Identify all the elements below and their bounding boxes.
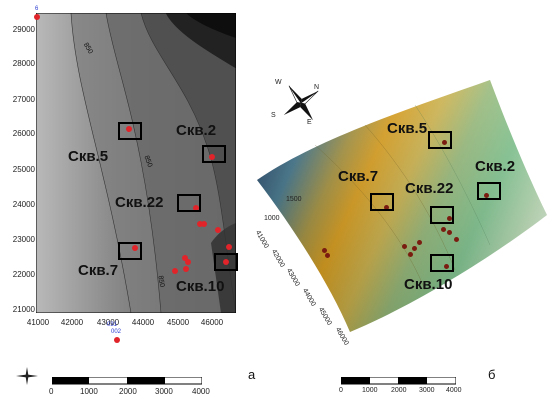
well-label: Скв.2: [475, 158, 516, 175]
well-marker: [172, 268, 178, 274]
well-marker: [114, 337, 120, 343]
well-label: Скв.22: [405, 180, 454, 197]
well-marker: [226, 244, 232, 250]
scale-tick: 2000: [391, 387, 407, 394]
well-box: [202, 145, 226, 163]
compass-rose-icon: [283, 85, 319, 121]
scale-tick: 1000: [362, 387, 378, 394]
well-marker: [484, 193, 489, 198]
well-marker: [201, 221, 207, 227]
well-box: [430, 254, 454, 272]
well-marker: [444, 264, 449, 269]
compass-n: N: [314, 84, 320, 91]
x-tick: 45000: [166, 318, 190, 327]
scale-bar: [52, 377, 202, 385]
well-marker: [441, 227, 446, 232]
well-marker: [182, 255, 188, 261]
well-marker: [185, 259, 191, 265]
well-id-label: 6: [35, 6, 39, 12]
well-marker: [209, 154, 215, 160]
well-label: Скв.10: [404, 276, 453, 293]
well-box: [430, 206, 454, 224]
scale-tick: 4000: [446, 387, 462, 394]
well-marker: [442, 140, 447, 145]
well-marker: [447, 230, 452, 235]
well-box: [118, 122, 142, 140]
well-marker: [408, 252, 413, 257]
well-label: Скв.5: [68, 148, 109, 165]
well-label: Скв.2: [176, 122, 217, 139]
well-marker: [325, 253, 330, 258]
compass-s: S: [271, 112, 276, 119]
z-axis-tick: 1000: [264, 215, 280, 222]
well-marker: [215, 227, 221, 233]
y-tick: 22000: [12, 270, 35, 279]
y-tick: 28000: [12, 59, 35, 68]
well-marker: [384, 205, 389, 210]
well-label: Скв.22: [115, 194, 164, 211]
compass-e: E: [307, 119, 312, 126]
panel-label: а: [248, 367, 256, 382]
well-marker: [197, 221, 203, 227]
x-tick: 42000: [60, 318, 84, 327]
well-box: [214, 253, 238, 271]
well-marker: [322, 248, 327, 253]
well-marker: [126, 126, 132, 132]
well-marker: [417, 240, 422, 245]
x-tick: 41000: [26, 318, 50, 327]
panel-label: б: [488, 367, 496, 382]
y-tick: 25000: [12, 165, 35, 174]
well-box: [118, 242, 142, 260]
well-label: Скв.10: [176, 278, 225, 295]
well-box: [477, 182, 501, 200]
surface-map-b: [257, 80, 547, 332]
y-tick: 26000: [12, 129, 35, 138]
well-id-label: 031: [107, 322, 118, 328]
well-marker: [447, 216, 452, 221]
y-tick: 21000: [12, 305, 35, 314]
contour-map-a: [36, 13, 236, 313]
scale-tick: 4000: [192, 387, 210, 396]
scale-bar: [341, 377, 456, 385]
well-label: Скв.5: [387, 120, 428, 137]
well-marker: [183, 266, 189, 272]
well-box: [370, 193, 394, 211]
well-box: [428, 131, 452, 149]
well-box: [177, 194, 201, 212]
compass-w: W: [275, 79, 282, 86]
y-tick: 24000: [12, 200, 35, 209]
well-id-label: 002: [111, 329, 122, 335]
scale-tick: 0: [339, 387, 343, 394]
well-label: Скв.7: [78, 262, 119, 279]
y-tick: 29000: [12, 25, 35, 34]
y-tick: 27000: [12, 95, 35, 104]
well-marker: [402, 244, 407, 249]
x-tick: 43000: [96, 318, 120, 327]
scale-tick: 2000: [119, 387, 137, 396]
well-marker: [34, 14, 40, 20]
well-marker: [193, 205, 199, 211]
x-tick: 44000: [131, 318, 155, 327]
well-marker: [132, 245, 138, 251]
scale-tick: 0: [49, 387, 54, 396]
x-tick: 46000: [200, 318, 224, 327]
scale-tick: 1000: [80, 387, 98, 396]
scale-tick: 3000: [155, 387, 173, 396]
well-marker: [223, 259, 229, 265]
z-axis-tick: 1500: [286, 196, 302, 203]
well-label: Скв.7: [338, 168, 379, 185]
well-marker: [454, 237, 459, 242]
y-tick: 23000: [12, 235, 35, 244]
compass-rose-icon: [16, 367, 38, 385]
scale-tick: 3000: [419, 387, 435, 394]
well-marker: [412, 246, 417, 251]
